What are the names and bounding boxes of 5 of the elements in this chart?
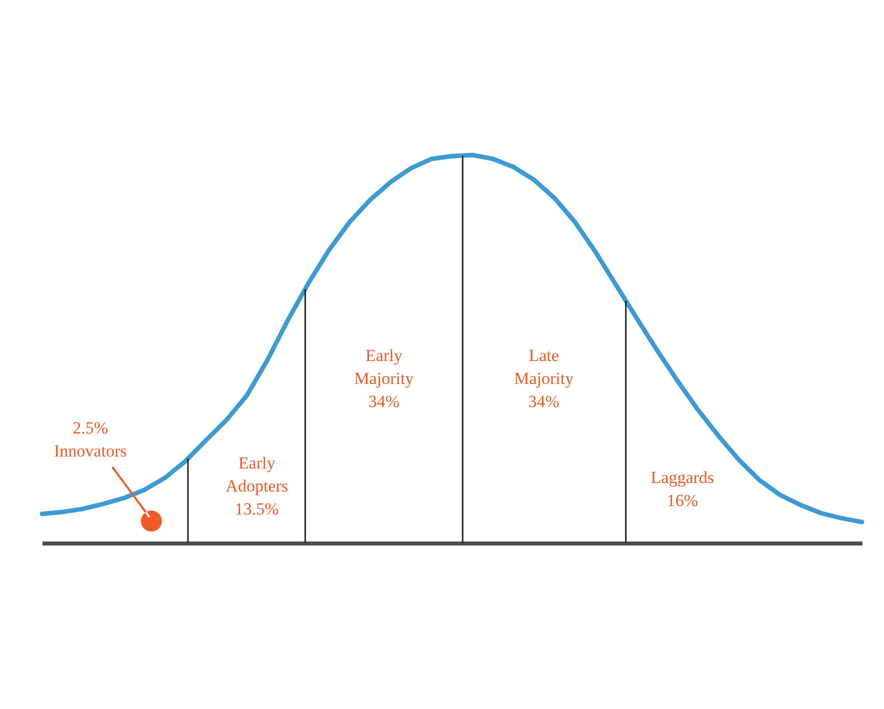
annotation: Early Adopters 13.5%: [226, 454, 288, 519]
annotation: Laggards 16%: [650, 468, 714, 510]
annotation: 2.5% Innovators: [54, 418, 127, 461]
annotation: Late Majority 34%: [514, 346, 574, 412]
annotation: Early Majority 34%: [354, 346, 414, 412]
